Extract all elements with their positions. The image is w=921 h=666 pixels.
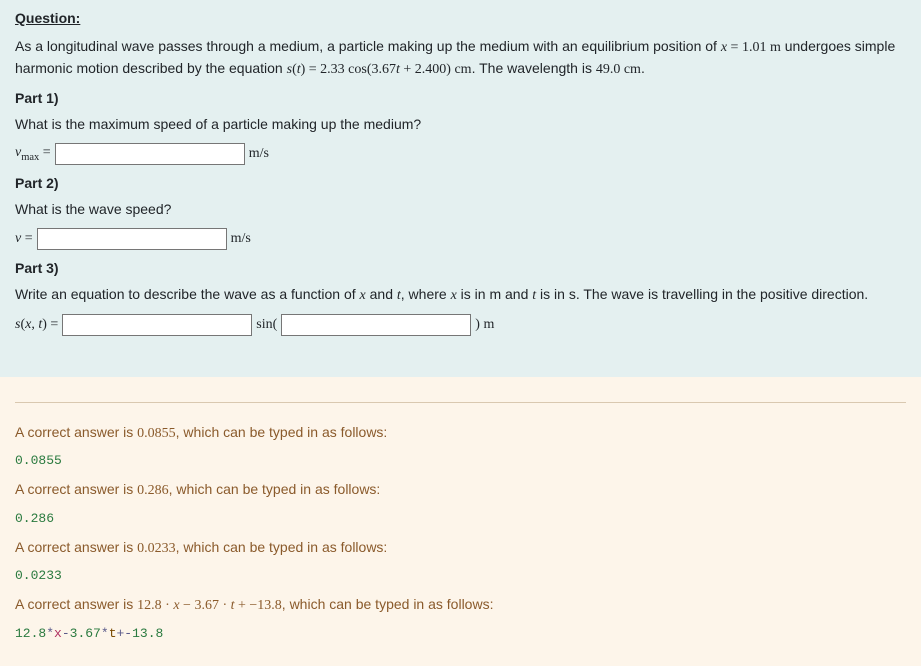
part3-sin-post: ) m xyxy=(475,317,494,333)
a3-pre: A correct answer is xyxy=(15,539,137,555)
part1-unit: m/s xyxy=(249,146,269,162)
answers-divider xyxy=(15,402,906,403)
answer4-code: 12.8*x-3.67*t+-13.8 xyxy=(15,626,906,641)
part3-heading: Part 3) xyxy=(15,260,906,276)
a1-pre: A correct answer is xyxy=(15,424,137,440)
a1-post: , which can be typed in as follows: xyxy=(176,424,388,440)
question-heading: Question: xyxy=(15,10,906,26)
answer1-code: 0.0855 xyxy=(15,453,906,468)
answer2-code: 0.286 xyxy=(15,511,906,526)
eq-s: s(t) = 2.33 cos(3.67t + 2.400) cm xyxy=(287,62,472,77)
a4c-op3: * xyxy=(101,626,109,641)
part1-input-row: vmax = m/s xyxy=(15,143,906,165)
answer4-line: A correct answer is 12.8 · x − 3.67 · t … xyxy=(15,593,906,617)
part1-input[interactable] xyxy=(55,143,245,165)
part1-lhs: vmax = xyxy=(15,145,51,163)
answer2-line: A correct answer is 0.286, which can be … xyxy=(15,478,906,502)
p3-and: and xyxy=(366,286,397,302)
p3-tin: is in s. The wave is travelling in the p… xyxy=(536,286,868,302)
part1-eq: = xyxy=(39,145,50,160)
wavelength: 49.0 cm xyxy=(596,62,641,77)
answers-section: A correct answer is 0.0855, which can be… xyxy=(0,377,921,666)
part1-sub: max xyxy=(21,152,39,163)
a4c-x: x xyxy=(54,626,62,641)
intro-text-post: . The wavelength is xyxy=(472,60,596,76)
question-intro: As a longitudinal wave passes through a … xyxy=(15,36,906,80)
a2-val: 0.286 xyxy=(137,483,169,498)
a4c-op4: +- xyxy=(117,626,133,641)
eq-x: x = 1.01 m xyxy=(721,40,781,55)
intro-text-pre: As a longitudinal wave passes through a … xyxy=(15,38,721,54)
part2-input[interactable] xyxy=(37,228,227,250)
a3-post: , which can be typed in as follows: xyxy=(176,539,388,555)
a2-pre: A correct answer is xyxy=(15,481,137,497)
part2-heading: Part 2) xyxy=(15,175,906,191)
part1-question: What is the maximum speed of a particle … xyxy=(15,114,906,135)
p3-xin: is in m and xyxy=(457,286,532,302)
a4c-n1: 12.8 xyxy=(15,626,46,641)
answer1-line: A correct answer is 0.0855, which can be… xyxy=(15,421,906,445)
part1-heading: Part 1) xyxy=(15,90,906,106)
a4c-op2: - xyxy=(62,626,70,641)
a2-code-val: 0.286 xyxy=(15,511,54,526)
a4c-n3: 13.8 xyxy=(132,626,163,641)
part3-input-row: s(x, t) = sin( ) m xyxy=(15,314,906,336)
part3-lhs: s(x, t) = xyxy=(15,317,58,333)
part2-lhs: v = xyxy=(15,231,33,247)
a1-val: 0.0855 xyxy=(137,426,176,441)
part3-input-amp[interactable] xyxy=(62,314,252,336)
p3-where: , where xyxy=(401,286,451,302)
a3-val: 0.0233 xyxy=(137,541,176,556)
p3-pre: Write an equation to describe the wave a… xyxy=(15,286,360,302)
a4-pre: A correct answer is xyxy=(15,596,137,612)
part3-question: Write an equation to describe the wave a… xyxy=(15,284,906,306)
a4c-op1: * xyxy=(46,626,54,641)
intro-end: . xyxy=(641,60,645,76)
part2-question: What is the wave speed? xyxy=(15,199,906,220)
question-section: Question: As a longitudinal wave passes … xyxy=(0,0,921,377)
a2-post: , which can be typed in as follows: xyxy=(169,481,381,497)
a4-val: 12.8 · x − 3.67 · t + −13.8 xyxy=(137,598,282,613)
a4-post: , which can be typed in as follows: xyxy=(282,596,494,612)
part3-sin-pre: sin( xyxy=(256,317,277,333)
part2-unit: m/s xyxy=(231,231,251,247)
part2-input-row: v = m/s xyxy=(15,228,906,250)
answer3-code: 0.0233 xyxy=(15,568,906,583)
a4c-t: t xyxy=(109,626,117,641)
a3-code-val: 0.0233 xyxy=(15,568,62,583)
a4c-n2: 3.67 xyxy=(70,626,101,641)
a1-code-val: 0.0855 xyxy=(15,453,62,468)
answer3-line: A correct answer is 0.0233, which can be… xyxy=(15,536,906,560)
part3-input-arg[interactable] xyxy=(281,314,471,336)
